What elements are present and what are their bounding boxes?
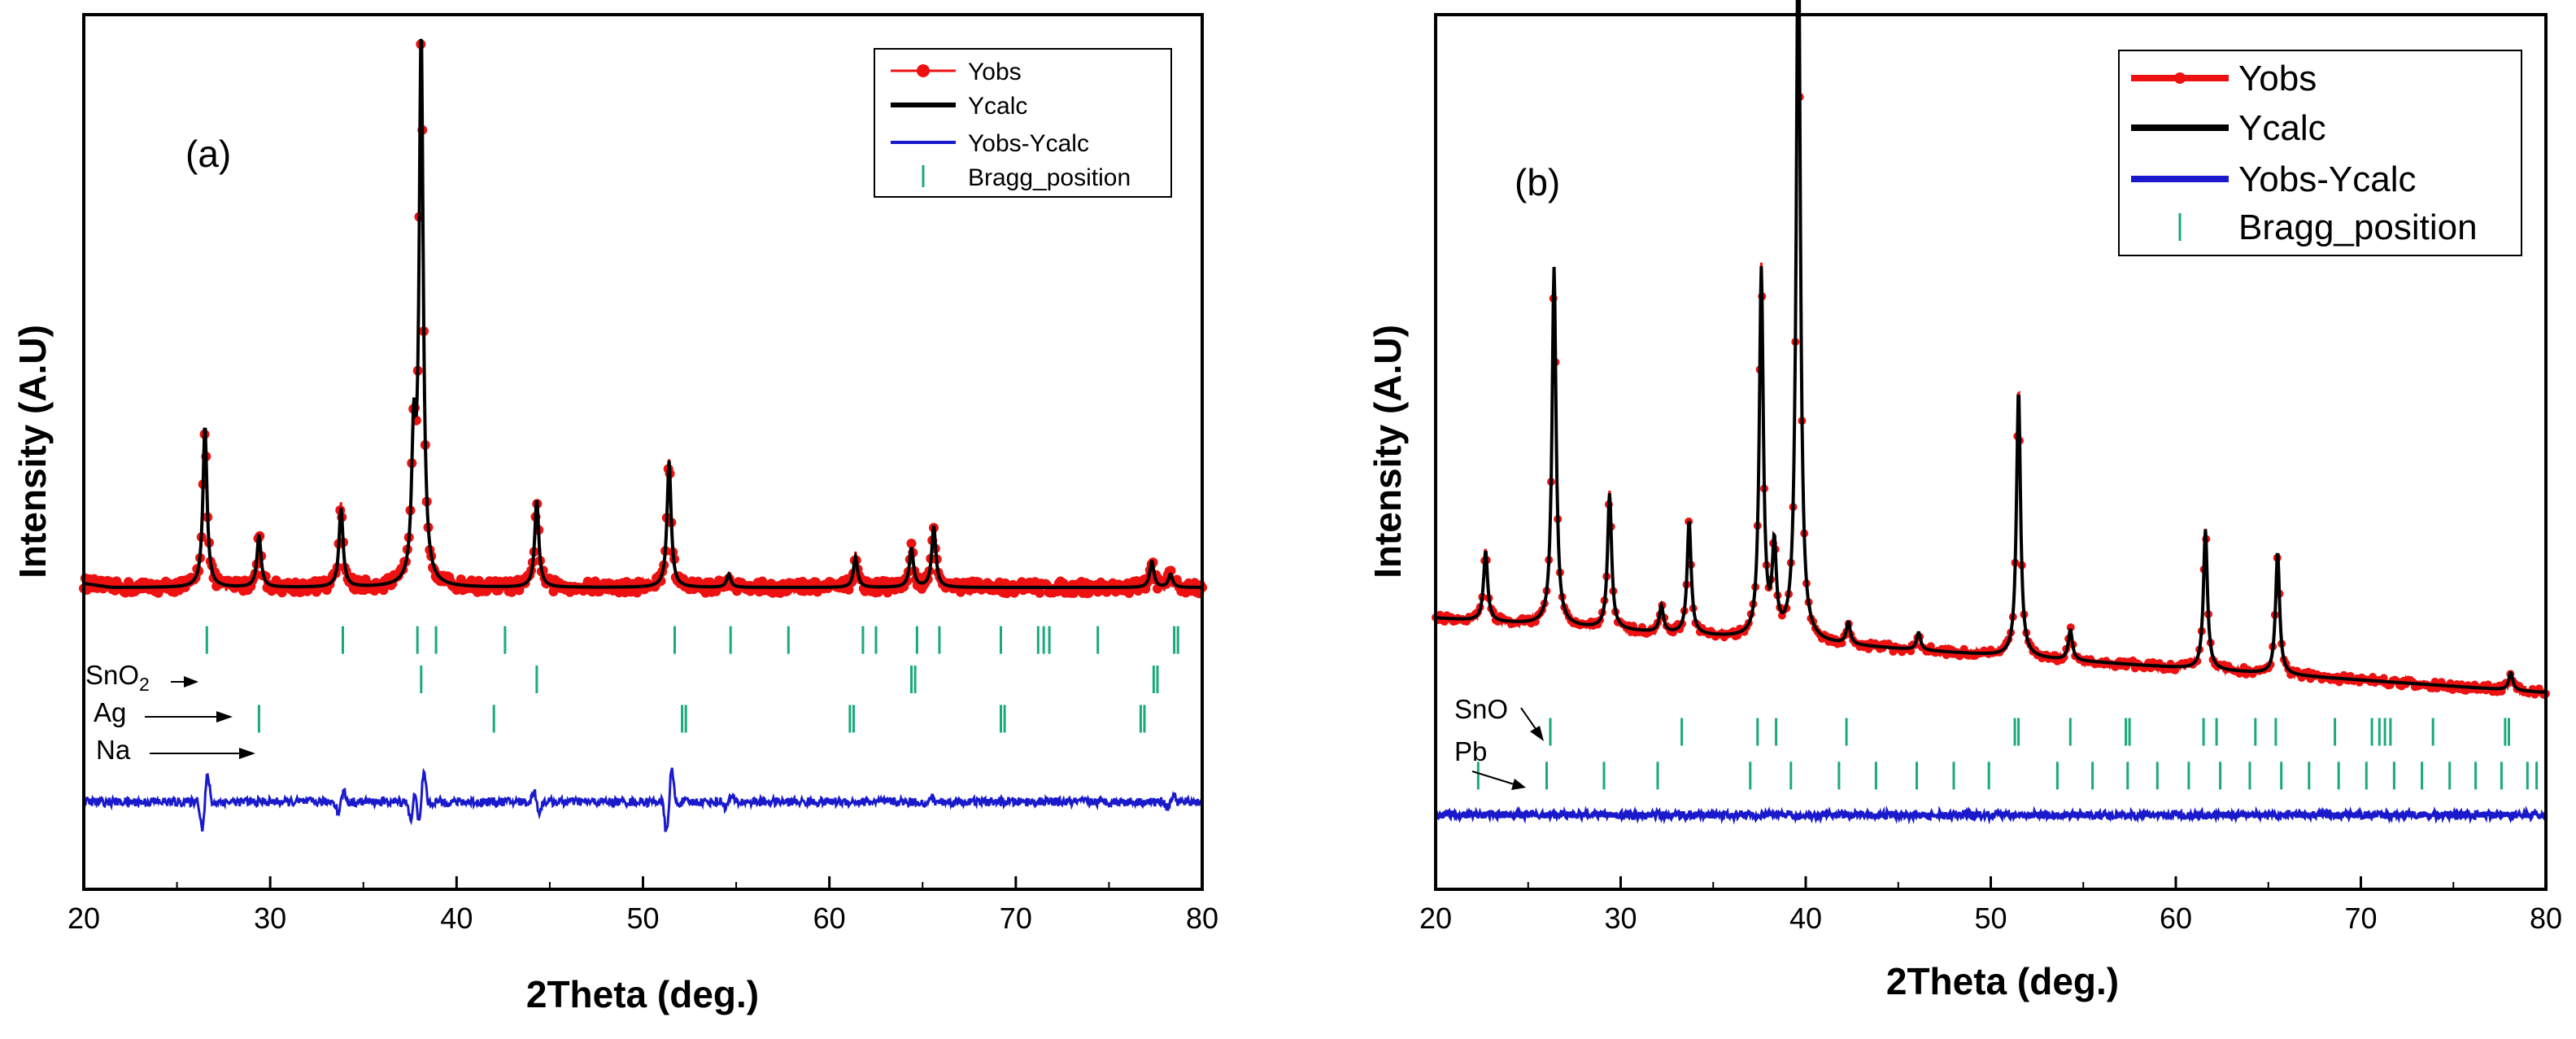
phase-arrow-pb [1471,771,1520,787]
phase-labels-b: SnO Pb [1454,694,1544,790]
phase-arrowhead-pb [1511,779,1526,790]
legend-a-bragg-label: Bragg_position [968,164,1131,191]
x-axis-title-a: 2Theta (deg.) [526,973,759,1015]
yobs-point [1166,565,1176,576]
legend-b-box [2118,50,2522,256]
x-tick-label: 70 [1000,901,1032,935]
phase-label-ag: Ag [94,697,126,727]
legend-b-yobs-label: Yobs [2238,59,2317,98]
phase-label-sno2: SnO2 [85,660,150,695]
yobs-ycalc-line [82,767,1204,832]
phase-label-pb: Pb [1454,736,1487,766]
legend-a-diff-label: Yobs-Ycalc [968,130,1089,157]
x-tick-label: 30 [254,901,286,935]
legend-b-diff-label: Yobs-Ycalc [2238,159,2417,199]
plot-a-xticks: 20 30 40 50 60 70 80 [68,876,1218,935]
plot-b-data [1432,0,2550,825]
x-tick-label: 70 [2344,901,2377,935]
legend-a-yobs-marker [917,64,930,77]
x-tick-label: 50 [1974,901,2007,935]
legend-b-yobs-marker [2174,72,2186,84]
legend-a: Yobs Ycalc Yobs-Ycalc Bragg_position [874,48,1172,198]
x-tick-label: 40 [1789,901,1822,935]
yobs-point [843,584,854,595]
x-tick-label: 30 [1604,901,1637,935]
plot-a-data [79,38,1207,832]
panel-a-label: (a) [185,133,231,175]
legend-b-bragg-label: Bragg_position [2238,207,2478,247]
y-axis-title-b: Intensity (A.U) [1366,325,1409,578]
phase-arrowhead-na [239,748,255,759]
ycalc-line [1435,0,2547,694]
phase-arrowhead-sno2 [184,676,198,688]
legend-a-yobs-label: Yobs [968,59,1022,85]
phase-label-na: Na [96,735,131,765]
phase-label-sno2-name: SnO [85,660,139,690]
yobs-point [906,539,917,548]
yobs-point [514,585,525,596]
phase-arrowhead-ag [216,711,233,722]
legend-b-ycalc-label: Ycalc [2238,108,2326,148]
x-tick-label: 20 [1419,901,1452,935]
plot-b-xticks: 20 30 40 50 60 70 80 [1419,876,2562,935]
legend-b: Yobs Ycalc Yobs-Ycalc Bragg_position [2118,50,2522,256]
ycalc-line [83,38,1202,589]
panel-a: 20 30 40 50 60 70 80 (a) Intensity (A.U) 2Thet… [11,13,1218,1015]
phase-labels-a: SnO2 Ag Na [85,660,255,765]
legend-a-ycalc-label: Ycalc [968,93,1027,120]
phase-label-sno: SnO [1454,694,1508,724]
yobs-point [1035,587,1045,598]
phase-arrowhead-sno [1530,726,1544,741]
x-tick-label: 50 [626,901,659,935]
x-tick-label: 40 [440,901,473,935]
x-tick-label: 80 [2530,901,2562,935]
panel-b: 20 30 40 50 60 70 80 (b) Intensity (A.U) 2Thet… [1366,0,2562,1002]
x-axis-title-b: 2Theta (deg.) [1886,960,2119,1002]
y-axis-title-a: Intensity (A.U) [11,325,54,578]
x-tick-label: 60 [813,901,846,935]
panel-b-label: (b) [1515,161,1560,203]
yobs-point [378,585,389,596]
yobs-ycalc-line [1435,805,2548,825]
yobs-point [153,587,163,598]
x-tick-label: 60 [2160,901,2192,935]
x-tick-label: 20 [68,901,100,935]
x-tick-label: 80 [1186,901,1218,935]
phase-label-sno2-sub: 2 [139,674,150,695]
